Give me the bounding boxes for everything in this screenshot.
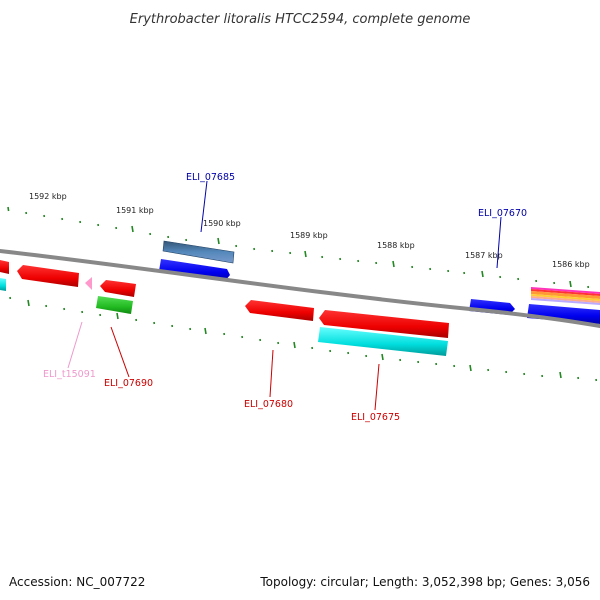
- leader-eli-07685: [200, 180, 208, 233]
- gene-forward-cds-a[interactable]: [159, 259, 230, 281]
- gene-multicolor-stack-lavender: [531, 298, 600, 305]
- gene-reverse-cds-d[interactable]: [100, 280, 136, 297]
- gene-reverse-cds-edge[interactable]: [0, 260, 9, 274]
- forward-strand-genes: [159, 240, 600, 324]
- kbp-label-1590: 1590 kbp: [203, 219, 241, 228]
- gene-eli-07680[interactable]: [245, 300, 314, 321]
- gene-eli-07685[interactable]: [162, 240, 235, 264]
- label-eli-07680[interactable]: ELI_07680: [244, 399, 293, 410]
- inner-tick-ring: [9, 296, 598, 382]
- gene-reverse-cds-c[interactable]: [17, 265, 79, 287]
- kbp-label-1591: 1591 kbp: [116, 206, 154, 215]
- reverse-strand-genes: [0, 260, 449, 356]
- gene-eli-07675[interactable]: [319, 310, 449, 338]
- accession-text: Accession: NC_007722: [9, 575, 145, 589]
- label-eli-07685[interactable]: ELI_07685: [186, 172, 235, 183]
- kbp-labels: 1592 kbp 1591 kbp 1590 kbp 1589 kbp 1588…: [29, 192, 590, 269]
- label-eli-t15091[interactable]: ELI_t15091: [43, 369, 96, 380]
- label-eli-07690[interactable]: ELI_07690: [104, 378, 153, 389]
- genome-backbone: [0, 249, 600, 328]
- outer-tick-ring: [7, 206, 590, 289]
- leader-eli-07680: [269, 349, 274, 398]
- gene-multicolor-stack-pink: [531, 287, 600, 294]
- gene-labels: ELI_07685 ELI_07670 ELI_t15091 ELI_07690…: [43, 172, 527, 423]
- map-title: Erythrobacter litoralis HTCC2594, comple…: [130, 12, 471, 27]
- genome-summary-text: Topology: circular; Length: 3,052,398 bp…: [259, 575, 590, 589]
- gene-cyan-cds[interactable]: [318, 327, 448, 356]
- gene-eli-07690[interactable]: [96, 296, 133, 314]
- label-eli-07675[interactable]: ELI_07675: [351, 412, 400, 423]
- label-eli-07670[interactable]: ELI_07670: [478, 208, 527, 219]
- leader-eli-07690: [110, 326, 130, 378]
- leader-eli-07675: [374, 363, 380, 411]
- gene-multicolor-stack-yellow: [531, 294, 600, 301]
- kbp-label-1587: 1587 kbp: [465, 251, 503, 260]
- gene-multicolor-stack-orange: [531, 291, 600, 299]
- kbp-label-1589: 1589 kbp: [290, 231, 328, 240]
- gene-cyan-cds-edge[interactable]: [0, 278, 6, 291]
- leader-eli-07670: [496, 216, 502, 269]
- kbp-label-1586: 1586 kbp: [552, 260, 590, 269]
- leader-eli-t15091: [67, 321, 83, 369]
- gene-eli-t15091[interactable]: [85, 277, 92, 290]
- gene-multicolor-stack-red: [531, 289, 600, 296]
- kbp-label-1588: 1588 kbp: [377, 241, 415, 250]
- kbp-label-1592: 1592 kbp: [29, 192, 67, 201]
- gene-multicolor-stack-peach: [531, 296, 600, 303]
